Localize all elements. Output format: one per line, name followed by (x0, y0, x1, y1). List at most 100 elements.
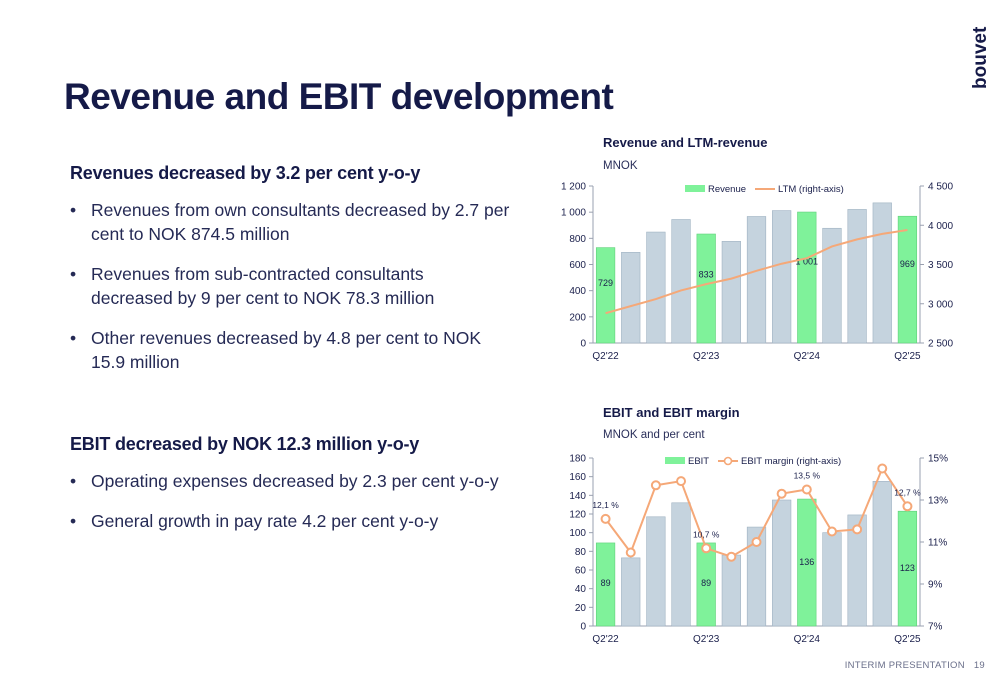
revenue-chart-bar (797, 211, 817, 344)
ebit-chart-line-marker (826, 526, 837, 537)
ebit-chart-bar (822, 532, 842, 627)
revenue-bullet: Revenues from sub-contracted consultants… (70, 262, 510, 310)
revenue-chart-right-tick-label: 3 500 (928, 260, 953, 271)
revenue-chart-subtitle: MNOK (603, 160, 638, 172)
ebit-bullet: Operating expenses decreased by 2.3 per … (70, 469, 510, 493)
revenue-chart-bar (746, 216, 767, 344)
bouvet-logo: bouvet (970, 26, 991, 89)
ebit-chart-bar-label: 89 (601, 578, 611, 588)
revenue-chart-bar (696, 233, 716, 344)
revenue-chart-x-tick-label: Q2'25 (894, 351, 921, 362)
ebit-chart-line-marker (600, 513, 611, 524)
page-title: Revenue and EBIT development (64, 76, 614, 117)
revenue-chart-legend-line-label: LTM (right-axis) (778, 184, 844, 195)
revenue-chart-x-tick-label: Q2'24 (794, 351, 821, 362)
ebit-chart-left-tick-label: 80 (575, 547, 587, 558)
revenue-chart-right-tick-label: 2 500 (928, 339, 953, 350)
revenue-chart-left-tick-label: 0 (580, 339, 586, 350)
ebit-chart-line-marker (625, 547, 636, 558)
ebit-chart-bar (621, 557, 641, 627)
ebit-heading: EBIT decreased by NOK 12.3 million y-o-y (70, 434, 420, 454)
ebit-bullet: General growth in pay rate 4.2 per cent … (70, 509, 510, 533)
ebit-chart-right-tick-label: 7% (928, 622, 943, 633)
ebit-chart-line-label: 10,7 % (693, 529, 720, 539)
ebit-chart-left-tick-label: 160 (569, 472, 586, 483)
ebit-chart-bar (797, 498, 817, 627)
revenue-chart-bar (621, 252, 641, 344)
ebit-chart-bar (671, 502, 691, 627)
ebit-chart-bar (696, 542, 716, 627)
revenue-chart-bar (721, 241, 741, 344)
ebit-chart-legend-bar-swatch (665, 457, 685, 464)
ebit-chart-left-tick-label: 180 (569, 454, 586, 465)
revenue-bullet-list: Revenues from own consultants decreased … (70, 198, 510, 374)
ebit-chart-line-label: 13,5 % (794, 471, 821, 481)
revenue-chart-x-tick-label: Q2'23 (693, 351, 720, 362)
revenue-bullet: Revenues from own consultants decreased … (70, 198, 510, 246)
ebit-chart-left-tick-label: 0 (580, 622, 586, 633)
revenue-chart-bar (822, 227, 842, 344)
ebit-chart-legend-line-label: EBIT margin (right-axis) (741, 456, 841, 467)
ebit-chart-bar-label: 123 (900, 563, 915, 573)
ebit-chart-legend-line-marker (723, 456, 733, 466)
revenue-chart-right-tick-label: 4 000 (928, 221, 953, 232)
ebit-chart-bar (872, 481, 892, 627)
revenue-chart-legend-bar-swatch (685, 185, 705, 192)
ebit-chart-line-marker (650, 480, 661, 491)
ebit-chart-bar (772, 499, 792, 627)
footer: INTERIM PRESENTATION 19 (839, 660, 985, 671)
ebit-chart-bar (721, 554, 741, 627)
ebit-chart-line-marker (852, 524, 863, 535)
ebit-chart-x-tick-label: Q2'23 (693, 634, 720, 645)
ebit-chart-line-marker (801, 484, 812, 495)
revenue-heading: Revenues decreased by 3.2 per cent y-o-y (70, 163, 421, 183)
revenue-section: Revenues decreased by 3.2 per cent y-o-y… (70, 163, 510, 390)
revenue-chart-bar (595, 247, 616, 344)
ebit-chart-bar-label: 136 (799, 557, 814, 567)
ebit-chart-right-tick-label: 9% (928, 580, 943, 591)
revenue-chart-left-tick-label: 600 (569, 260, 586, 271)
ebit-bullet-list: Operating expenses decreased by 2.3 per … (70, 469, 510, 533)
ebit-chart-line-label: 12,1 % (592, 500, 619, 510)
ebit-chart-x-tick-label: Q2'22 (592, 634, 619, 645)
ebit-chart-subtitle: MNOK and per cent (603, 429, 705, 441)
revenue-chart-bar (872, 202, 892, 344)
revenue-chart-right-tick-label: 4 500 (928, 182, 953, 193)
ebit-chart-title: EBIT and EBIT margin (603, 405, 740, 420)
ebit-chart-bar (646, 516, 666, 627)
ebit-chart-left-tick-label: 20 (575, 603, 587, 614)
revenue-chart-legend-bar-label: Revenue (708, 184, 746, 195)
ebit-chart-line-marker (676, 476, 687, 487)
ebit-chart-line-marker (776, 488, 787, 499)
revenue-chart-left-tick-label: 400 (569, 286, 586, 297)
revenue-chart-left-tick-label: 200 (569, 312, 586, 323)
ebit-chart-line-marker (701, 543, 712, 554)
revenue-chart-right-tick-label: 3 000 (928, 299, 953, 310)
revenue-bullet: Other revenues decreased by 4.8 per cent… (70, 326, 510, 374)
revenue-chart-bar (772, 210, 792, 344)
ebit-chart-line-marker (751, 537, 762, 547)
ebit-chart-right-tick-label: 11% (928, 538, 947, 549)
ebit-chart-bar-label: 89 (701, 578, 711, 588)
revenue-chart-left-tick-label: 800 (569, 234, 586, 245)
revenue-chart-bar (847, 209, 867, 344)
ebit-chart-left-tick-label: 60 (575, 566, 587, 577)
ebit-chart-left-tick-label: 140 (569, 491, 586, 502)
ebit-chart-bar (847, 514, 867, 627)
revenue-chart-left-tick-label: 1 000 (561, 208, 586, 219)
revenue-chart-bar-label: 969 (900, 259, 915, 269)
ebit-chart-legend-bar-label: EBIT (688, 456, 709, 467)
ebit-chart-bar (746, 526, 767, 627)
ebit-chart-bar (595, 542, 616, 627)
ebit-chart-left-tick-label: 120 (569, 510, 586, 521)
ebit-chart-x-tick-label: Q2'24 (794, 634, 821, 645)
ebit-chart-line-marker (902, 501, 913, 512)
revenue-chart-left-tick-label: 1 200 (561, 182, 586, 193)
ebit-chart-left-tick-label: 100 (569, 528, 586, 539)
revenue-chart-x-tick-label: Q2'22 (592, 351, 619, 362)
ebit-chart-line-label: 12,7 % (894, 487, 921, 497)
ebit-chart-line-marker (726, 551, 737, 562)
ebit-chart-left-tick-label: 40 (575, 584, 587, 595)
ebit-section: EBIT decreased by NOK 12.3 million y-o-y… (70, 434, 510, 549)
ebit-chart-right-tick-label: 15% (928, 454, 948, 465)
